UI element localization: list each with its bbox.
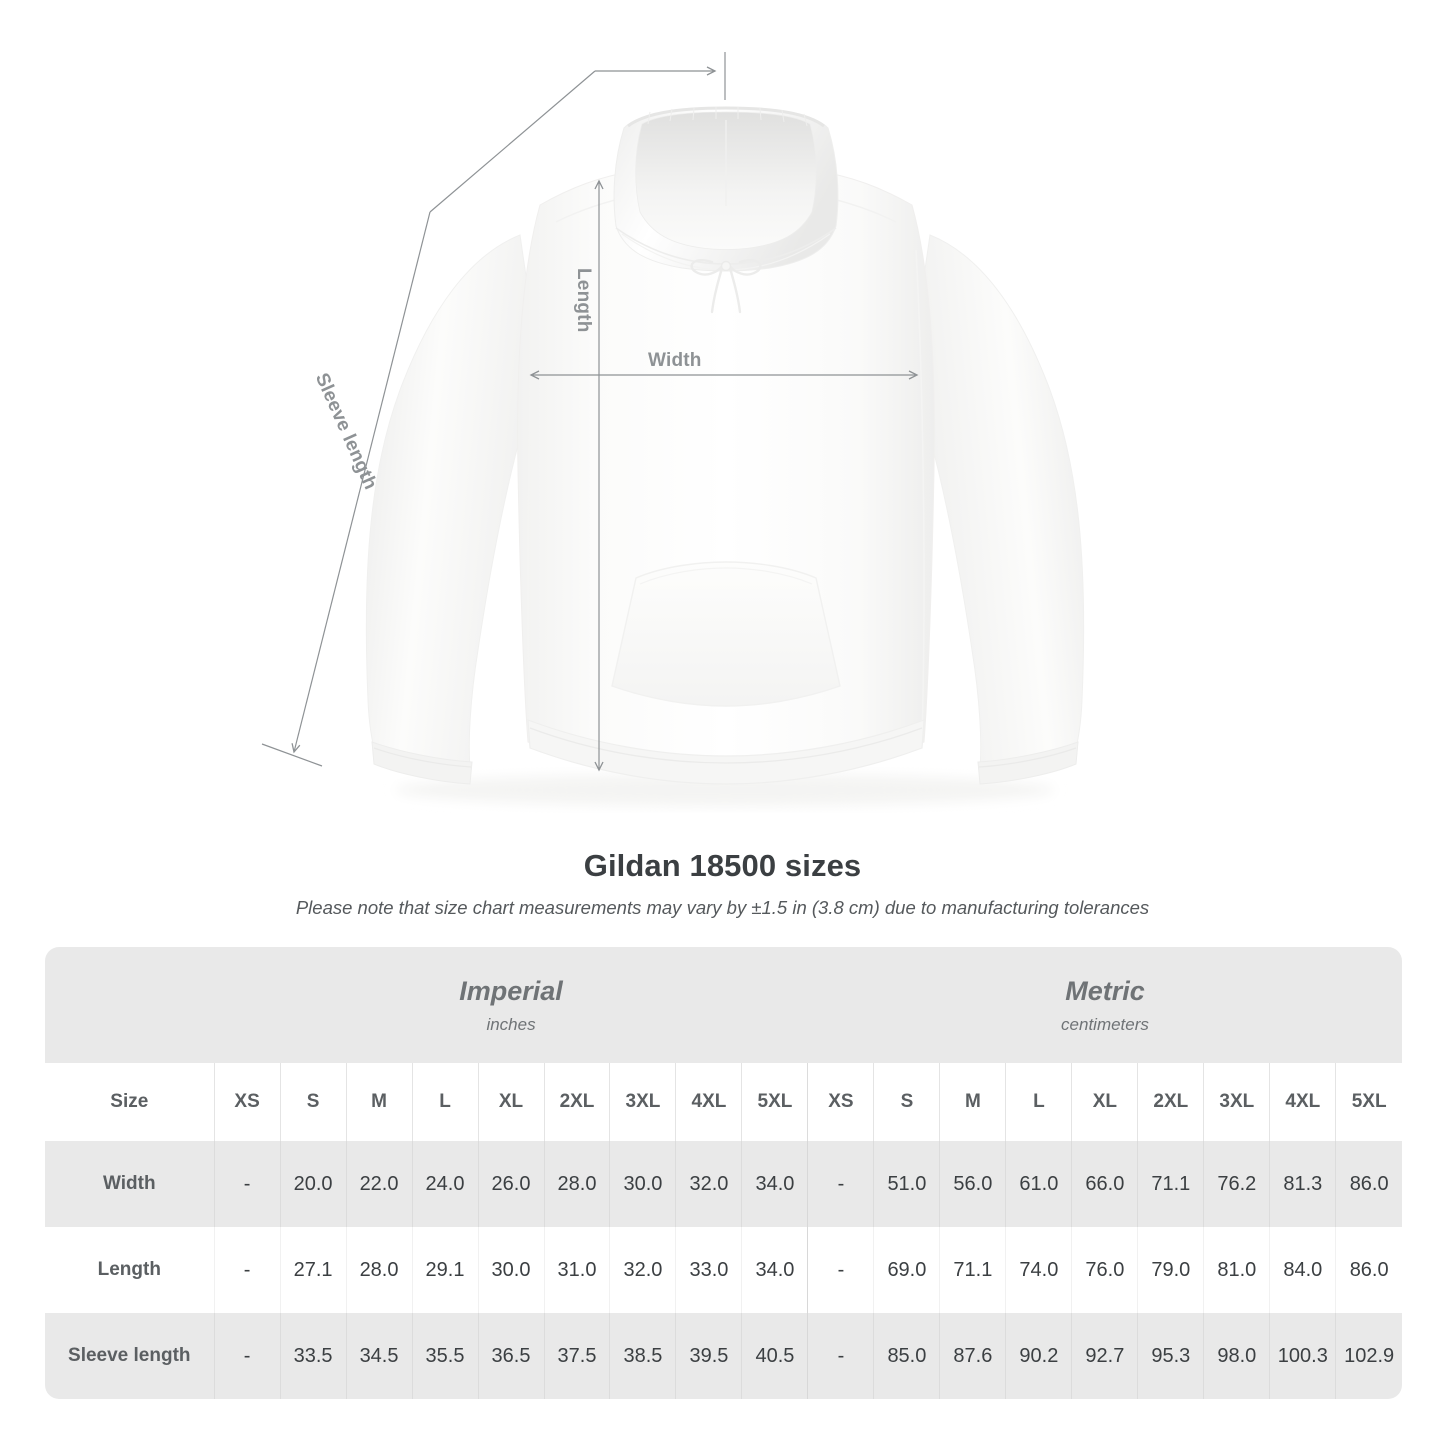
size-header-imperial-3xl: 3XL <box>609 1063 676 1141</box>
table-row: Sleeve length -33.5 34.5 35.5 36.5 37.5 38.5 39… <box>45 1313 1402 1399</box>
cell-metric-2xl: 71.1 <box>1137 1141 1204 1227</box>
cell-imperial-s: 27.1 <box>279 1227 347 1313</box>
cell-imperial-s: 33.5 <box>279 1313 347 1399</box>
unit-spacer <box>45 947 214 1063</box>
cell-metric-s: 85.0 <box>873 1313 940 1399</box>
cell-metric-4xl: 81.3 <box>1269 1141 1336 1227</box>
unit-imperial-name: Imperial <box>459 976 563 1007</box>
table-row: Width -20.0 22.0 24.0 26.0 28.0 30.0 32.0 34.0-5… <box>45 1141 1402 1227</box>
cell-imperial-2xl: 28.0 <box>543 1141 610 1227</box>
cell-metric-s: 69.0 <box>873 1227 940 1313</box>
cell-metric-l: 74.0 <box>1005 1227 1072 1313</box>
cell-metric-xs: - <box>807 1313 874 1399</box>
cell-metric-5xl: 86.0 <box>1335 1141 1402 1227</box>
cell-imperial-4xl: 39.5 <box>675 1313 742 1399</box>
size-header-metric-3xl: 3XL <box>1203 1063 1270 1141</box>
cell-metric-m: 71.1 <box>939 1227 1006 1313</box>
cell-metric-4xl: 84.0 <box>1269 1227 1336 1313</box>
table-row: Length -27.1 28.0 29.1 30.0 31.0 32.0 33.0 34.0-… <box>45 1227 1402 1313</box>
cell-metric-l: 61.0 <box>1005 1141 1072 1227</box>
size-header-imperial-m: M <box>345 1063 413 1141</box>
cell-imperial-3xl: 32.0 <box>609 1227 676 1313</box>
size-header-metric-s: S <box>873 1063 940 1141</box>
annotation-length-label: Length <box>573 268 594 333</box>
size-header-metric-4xl: 4XL <box>1269 1063 1336 1141</box>
cell-imperial-xs: - <box>213 1141 281 1227</box>
cell-imperial-xl: 26.0 <box>477 1141 544 1227</box>
unit-metric-sub: centimeters <box>1061 1014 1149 1034</box>
hoodie-diagram: Length Width Sleeve length <box>261 52 1085 806</box>
unit-metric: Metric centimeters <box>808 947 1402 1063</box>
tolerance-note: Please note that size chart measurements… <box>295 897 1150 918</box>
row-label-sleeve-length: Sleeve length <box>68 1345 191 1366</box>
cell-imperial-4xl: 32.0 <box>675 1141 742 1227</box>
row-label-width: Width <box>102 1173 156 1194</box>
unit-metric-name: Metric <box>1065 976 1145 1007</box>
cell-metric-2xl: 79.0 <box>1137 1227 1204 1313</box>
size-header-label: Size <box>110 1091 149 1112</box>
cell-metric-xs: - <box>807 1227 874 1313</box>
cell-imperial-xl: 36.5 <box>477 1313 544 1399</box>
unit-header-row: Imperial inches Metric centimeters <box>45 947 1402 1063</box>
hoodie-illustration <box>365 106 1085 806</box>
cell-imperial-xs: - <box>213 1313 281 1399</box>
cell-imperial-m: 22.0 <box>345 1141 413 1227</box>
cell-metric-3xl: 98.0 <box>1203 1313 1270 1399</box>
cell-imperial-l: 24.0 <box>411 1141 479 1227</box>
cell-imperial-3xl: 30.0 <box>609 1141 676 1227</box>
size-table: Imperial inches Metric centimeters Size … <box>45 947 1402 1399</box>
size-header-imperial-4xl: 4XL <box>675 1063 742 1141</box>
cell-imperial-5xl: 34.0 <box>741 1227 808 1313</box>
size-header-metric-2xl: 2XL <box>1137 1063 1204 1141</box>
size-header-metric-l: L <box>1005 1063 1072 1141</box>
cell-imperial-5xl: 40.5 <box>741 1313 808 1399</box>
cell-imperial-xl: 30.0 <box>477 1227 544 1313</box>
size-header-imperial-xs: XS <box>213 1063 281 1141</box>
size-header-metric-xl: XL <box>1071 1063 1138 1141</box>
cell-metric-3xl: 76.2 <box>1203 1141 1270 1227</box>
size-header-metric-5xl: 5XL <box>1335 1063 1402 1141</box>
size-header-imperial-5xl: 5XL <box>741 1063 808 1141</box>
annotation-width-label: Width <box>648 350 702 371</box>
cell-imperial-3xl: 38.5 <box>609 1313 676 1399</box>
cell-imperial-m: 28.0 <box>345 1227 413 1313</box>
cell-metric-m: 87.6 <box>939 1313 1006 1399</box>
unit-imperial-sub: inches <box>486 1014 536 1034</box>
cell-imperial-l: 35.5 <box>411 1313 479 1399</box>
size-header-imperial-s: S <box>279 1063 347 1141</box>
cell-imperial-xs: - <box>213 1227 281 1313</box>
size-header-metric-xs: XS <box>807 1063 874 1141</box>
cell-imperial-m: 34.5 <box>345 1313 413 1399</box>
cell-metric-m: 56.0 <box>939 1141 1006 1227</box>
cell-metric-5xl: 86.0 <box>1335 1227 1402 1313</box>
size-header-imperial-2xl: 2XL <box>543 1063 610 1141</box>
cell-metric-xs: - <box>807 1141 874 1227</box>
cell-imperial-2xl: 37.5 <box>543 1313 610 1399</box>
cell-metric-4xl: 100.3 <box>1269 1313 1336 1399</box>
cell-metric-l: 90.2 <box>1005 1313 1072 1399</box>
row-label-length: Length <box>97 1259 161 1280</box>
size-table-container: Imperial inches Metric centimeters Size … <box>45 947 1402 1399</box>
cell-imperial-2xl: 31.0 <box>543 1227 610 1313</box>
cell-imperial-5xl: 34.0 <box>741 1141 808 1227</box>
unit-imperial: Imperial inches <box>214 947 808 1063</box>
cell-imperial-l: 29.1 <box>411 1227 479 1313</box>
size-header-imperial-xl: XL <box>477 1063 544 1141</box>
cell-metric-5xl: 102.9 <box>1335 1313 1402 1399</box>
cell-imperial-s: 20.0 <box>279 1141 347 1227</box>
size-header-row: Size XS S M L XL 2XL 3XL 4XL 5XL XS S M L XL 2XL 3XL 4XL… <box>45 1063 1402 1141</box>
size-header-imperial-l: L <box>411 1063 479 1141</box>
cell-metric-2xl: 95.3 <box>1137 1313 1204 1399</box>
measurement-annotations <box>261 52 919 772</box>
cell-imperial-4xl: 33.0 <box>675 1227 742 1313</box>
cell-metric-s: 51.0 <box>873 1141 940 1227</box>
page-title: Gildan 18500 sizes <box>583 848 862 883</box>
cell-metric-xl: 66.0 <box>1071 1141 1138 1227</box>
cell-metric-3xl: 81.0 <box>1203 1227 1270 1313</box>
cell-metric-xl: 92.7 <box>1071 1313 1138 1399</box>
size-header-metric-m: M <box>939 1063 1006 1141</box>
cell-metric-xl: 76.0 <box>1071 1227 1138 1313</box>
